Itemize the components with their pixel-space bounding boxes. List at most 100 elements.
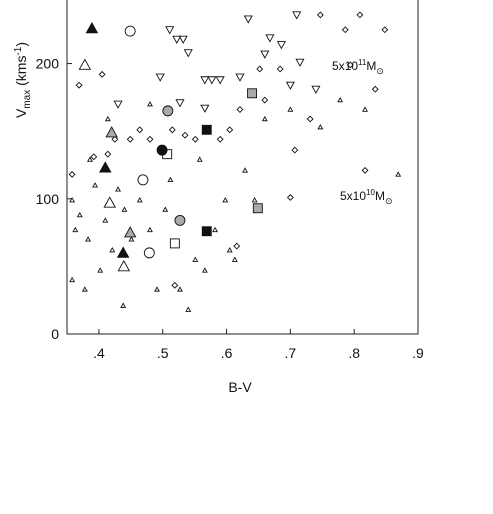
marker-point bbox=[346, 61, 354, 69]
y-label-close: ) bbox=[13, 42, 29, 47]
marker-point bbox=[85, 21, 99, 34]
y-label-main: V bbox=[13, 108, 29, 118]
marker-point bbox=[215, 76, 225, 85]
y-axis-label: Vmax (kms-1) bbox=[13, 42, 33, 118]
marker-point bbox=[104, 150, 112, 158]
marker-point bbox=[111, 135, 119, 143]
marker-point bbox=[116, 246, 130, 258]
marker-point bbox=[226, 126, 234, 134]
marker-point bbox=[306, 115, 314, 123]
marker-point bbox=[69, 197, 76, 203]
marker-point bbox=[136, 126, 144, 134]
marker-point bbox=[201, 226, 212, 237]
marker-point bbox=[265, 34, 275, 43]
marker-point bbox=[78, 58, 92, 70]
marker-point bbox=[276, 41, 286, 50]
marker-point bbox=[200, 76, 210, 85]
marker-point bbox=[212, 226, 219, 233]
marker-point bbox=[256, 65, 264, 73]
annotation: 5x1011M⊙ bbox=[332, 58, 384, 76]
marker-point bbox=[285, 81, 295, 90]
marker-point bbox=[200, 104, 210, 113]
marker-point bbox=[97, 267, 104, 273]
marker-point bbox=[162, 206, 169, 212]
marker-point bbox=[181, 131, 189, 139]
x-tick-label: .8 bbox=[348, 345, 360, 361]
marker-point bbox=[113, 100, 123, 109]
marker-point bbox=[311, 85, 321, 94]
marker-point bbox=[123, 226, 137, 238]
x-tick-label: .7 bbox=[285, 345, 297, 361]
marker-point bbox=[242, 167, 249, 173]
marker-point bbox=[75, 81, 83, 89]
marker-point bbox=[102, 217, 109, 223]
marker-point bbox=[172, 35, 182, 44]
marker-point bbox=[317, 123, 324, 130]
marker-point bbox=[115, 186, 122, 192]
marker-point bbox=[261, 96, 269, 104]
marker-point bbox=[243, 15, 253, 24]
marker-point bbox=[176, 286, 183, 292]
y-tick-label: 200 bbox=[36, 56, 60, 72]
marker-point bbox=[117, 259, 131, 272]
annotation-sub: ⊙ bbox=[376, 66, 384, 76]
marker-point bbox=[196, 156, 203, 162]
x-tick-label: .6 bbox=[221, 345, 233, 361]
marker-point bbox=[287, 106, 294, 112]
annotation-sub: ⊙ bbox=[385, 196, 393, 206]
marker-point bbox=[291, 146, 299, 154]
marker-point bbox=[72, 226, 79, 233]
annotation-unit: M bbox=[375, 189, 385, 203]
marker-point bbox=[174, 214, 186, 226]
marker-point bbox=[361, 166, 369, 174]
marker-point bbox=[169, 238, 180, 249]
marker-point bbox=[128, 236, 135, 242]
x-tick-label: .9 bbox=[412, 345, 424, 361]
marker-point bbox=[76, 211, 83, 218]
marker-point bbox=[85, 236, 92, 242]
marker-point bbox=[233, 242, 241, 250]
marker-point bbox=[201, 267, 208, 273]
marker-point bbox=[222, 197, 229, 203]
marker-point bbox=[171, 281, 179, 289]
x-tick-label: .5 bbox=[157, 345, 169, 361]
marker-point bbox=[207, 76, 217, 85]
marker-point bbox=[201, 124, 212, 135]
marker-point bbox=[395, 171, 402, 177]
marker-point bbox=[381, 26, 389, 34]
marker-point bbox=[167, 176, 174, 183]
marker-point bbox=[120, 302, 127, 308]
marker-point bbox=[92, 182, 99, 188]
marker-point bbox=[337, 96, 344, 103]
marker-point bbox=[183, 49, 193, 58]
marker-point bbox=[146, 135, 154, 143]
marker-point bbox=[68, 171, 76, 178]
marker-point bbox=[362, 106, 368, 112]
marker-point bbox=[260, 50, 270, 59]
marker-point bbox=[168, 126, 176, 134]
y-tick-label: 100 bbox=[36, 191, 60, 207]
marker-point bbox=[216, 135, 224, 143]
marker-point bbox=[81, 286, 88, 292]
marker-point bbox=[105, 126, 118, 138]
marker-point bbox=[124, 25, 136, 37]
marker-point bbox=[251, 197, 258, 203]
marker-point bbox=[341, 26, 349, 34]
marker-point bbox=[146, 100, 153, 107]
y-label-unit: (kms bbox=[13, 56, 29, 90]
annotation-unit: M bbox=[366, 59, 376, 73]
annotation-exp: 10 bbox=[366, 188, 375, 197]
marker-point bbox=[252, 203, 263, 214]
marker-point bbox=[231, 256, 238, 262]
marker-point bbox=[191, 135, 199, 143]
marker-point bbox=[247, 88, 258, 99]
annotation: 5x1010M⊙ bbox=[340, 188, 392, 206]
marker-point bbox=[109, 247, 116, 253]
marker-point bbox=[235, 73, 245, 82]
marker-point bbox=[143, 247, 155, 259]
marker-point bbox=[276, 65, 284, 73]
marker-point bbox=[98, 70, 106, 78]
marker-point bbox=[69, 276, 76, 283]
marker-point bbox=[137, 174, 149, 186]
